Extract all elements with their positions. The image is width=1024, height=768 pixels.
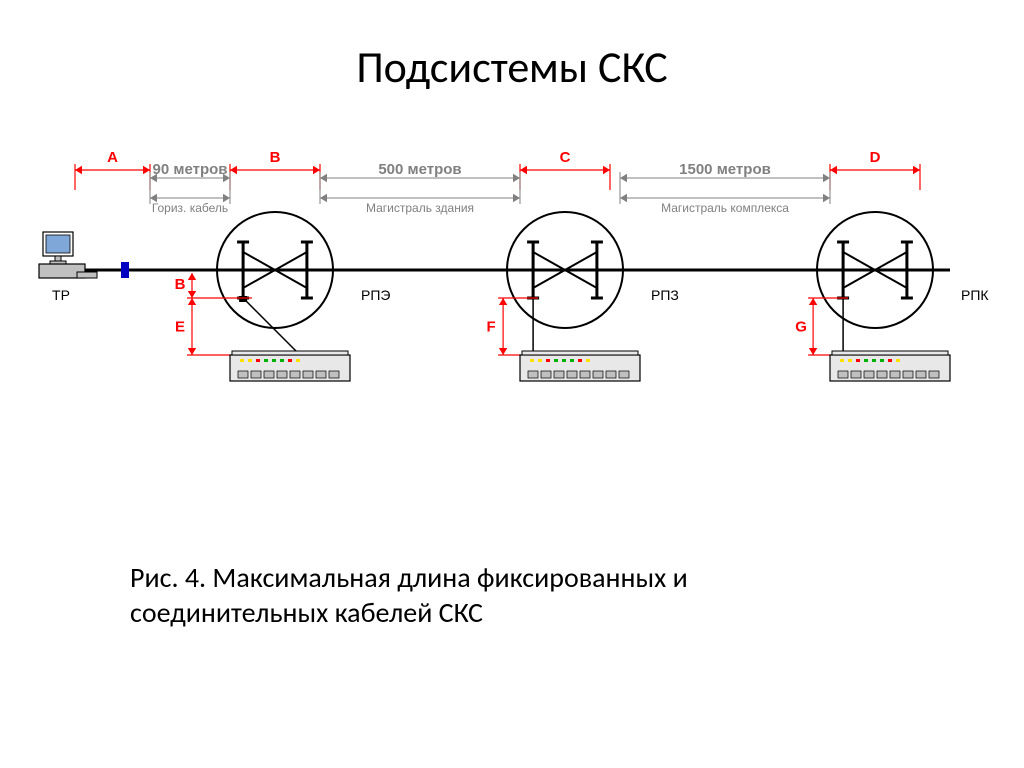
slide: Подсистемы СКС ТР РПЭ B E РПЗ F РПК G A B C D 90 мет… [0,0,1024,768]
svg-text:B: B [270,149,281,166]
svg-text:Магистраль комплекса: Магистраль комплекса [661,201,789,215]
figure-caption: Рис. 4. Максимальная длина фиксированных… [130,560,890,630]
svg-text:РПЭ: РПЭ [361,287,390,303]
svg-text:F: F [487,319,496,336]
svg-text:E: E [175,319,185,336]
diagram-container: ТР РПЭ B E РПЗ F РПК G A B C D 90 метров Гориз. кабел… [20,140,1004,440]
page-title: Подсистемы СКС [0,40,1024,94]
svg-text:Гориз. кабель: Гориз. кабель [152,201,228,215]
svg-text:A: A [107,149,118,166]
svg-text:C: C [560,149,571,166]
svg-text:1500 метров: 1500 метров [679,161,771,178]
diagram-svg: ТР РПЭ B E РПЗ F РПК G A B C D 90 метров Гориз. кабел… [20,140,1004,440]
svg-text:500 метров: 500 метров [378,161,461,178]
svg-text:ТР: ТР [52,287,70,303]
svg-text:РПК: РПК [961,287,989,303]
svg-text:Магистраль здания: Магистраль здания [366,201,474,215]
svg-text:РПЗ: РПЗ [651,287,679,303]
svg-text:D: D [870,149,881,166]
svg-text:G: G [795,319,807,336]
svg-text:B: B [175,276,186,293]
svg-text:90 метров: 90 метров [153,161,228,178]
